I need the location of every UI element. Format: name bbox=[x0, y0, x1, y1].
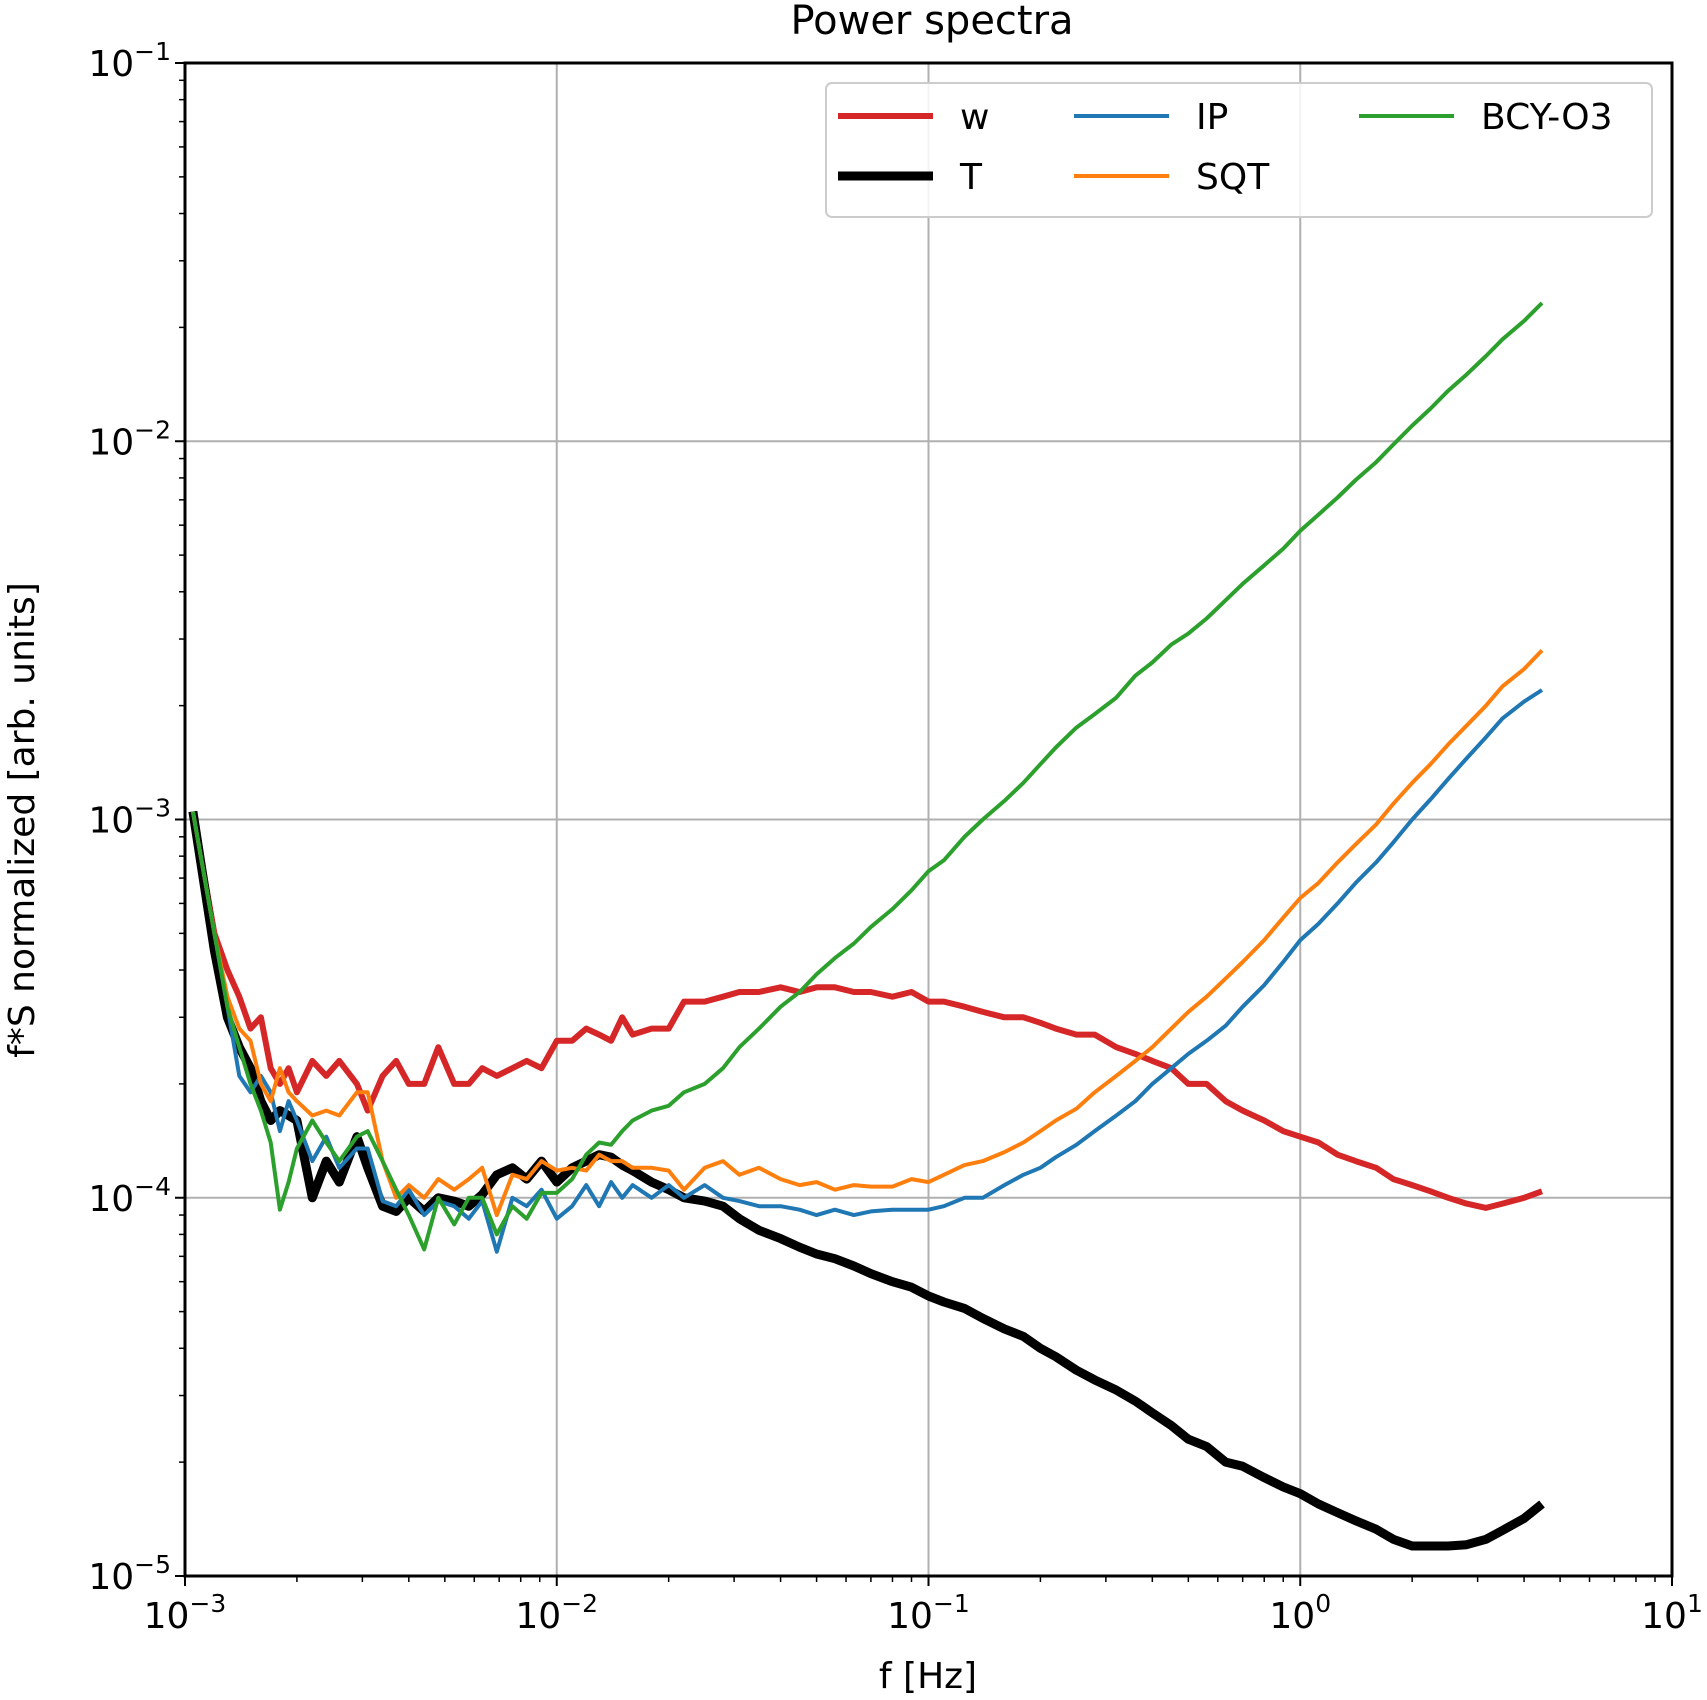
x-tick-label: 10−2 bbox=[515, 1589, 598, 1637]
x-tick-exponent: 0 bbox=[1315, 1589, 1331, 1618]
x-tick-label: 10−1 bbox=[887, 1589, 970, 1637]
y-tick-base: 10 bbox=[88, 801, 134, 842]
x-tick-label: 100 bbox=[1269, 1589, 1331, 1637]
legend: wT IP SQT BCY-O3 bbox=[825, 82, 1653, 218]
y-tick-label: 10−1 bbox=[88, 37, 171, 85]
y-tick-label: 10−3 bbox=[88, 794, 171, 842]
y-tick-exponent: −4 bbox=[134, 1172, 171, 1201]
legend-label: BCY-O3 bbox=[1481, 97, 1613, 138]
legend-label: IP bbox=[1196, 97, 1228, 138]
legend-label: T bbox=[959, 157, 983, 198]
legend-label: SQT bbox=[1196, 157, 1270, 198]
y-tick-exponent: −5 bbox=[134, 1550, 171, 1579]
x-tick-exponent: 1 bbox=[1687, 1589, 1703, 1618]
series-line-w bbox=[189, 810, 1544, 1211]
x-tick-base: 10 bbox=[515, 1596, 561, 1637]
x-tick-exponent: −1 bbox=[933, 1589, 970, 1618]
x-tick-base: 10 bbox=[887, 1596, 933, 1637]
y-tick-base: 10 bbox=[88, 44, 134, 85]
y-tick-base: 10 bbox=[88, 422, 134, 463]
y-tick-label: 10−4 bbox=[88, 1172, 171, 1220]
y-tick-exponent: −3 bbox=[134, 794, 171, 823]
y-tick-label: 10−5 bbox=[88, 1550, 171, 1598]
series-line-bcy-o3 bbox=[190, 301, 1544, 1252]
x-tick-exponent: −3 bbox=[189, 1589, 226, 1618]
x-tick-base: 10 bbox=[144, 1596, 190, 1637]
y-axis-label: f*S normalized [arb. units] bbox=[2, 582, 43, 1058]
legend-label: w bbox=[960, 97, 989, 138]
x-tick-base: 10 bbox=[1269, 1596, 1315, 1637]
y-tick-label: 10−2 bbox=[88, 415, 171, 463]
y-tick-base: 10 bbox=[88, 1179, 134, 1220]
y-tick-exponent: −2 bbox=[134, 415, 171, 444]
y-tick-exponent: −1 bbox=[134, 37, 171, 66]
series-line-sqt bbox=[190, 649, 1544, 1218]
chart-title: Power spectra bbox=[790, 0, 1073, 44]
x-tick-exponent: −2 bbox=[561, 1589, 598, 1618]
x-axis-label: f [Hz] bbox=[879, 1656, 977, 1697]
x-tick-label: 10−3 bbox=[144, 1589, 227, 1637]
series-line-t bbox=[188, 810, 1545, 1551]
series-lines bbox=[188, 301, 1545, 1551]
tick-marks bbox=[175, 62, 1673, 1586]
y-tick-base: 10 bbox=[88, 1557, 134, 1598]
series-line-ip bbox=[190, 688, 1544, 1254]
x-tick-base: 10 bbox=[1641, 1596, 1687, 1637]
x-tick-label: 101 bbox=[1641, 1589, 1703, 1637]
